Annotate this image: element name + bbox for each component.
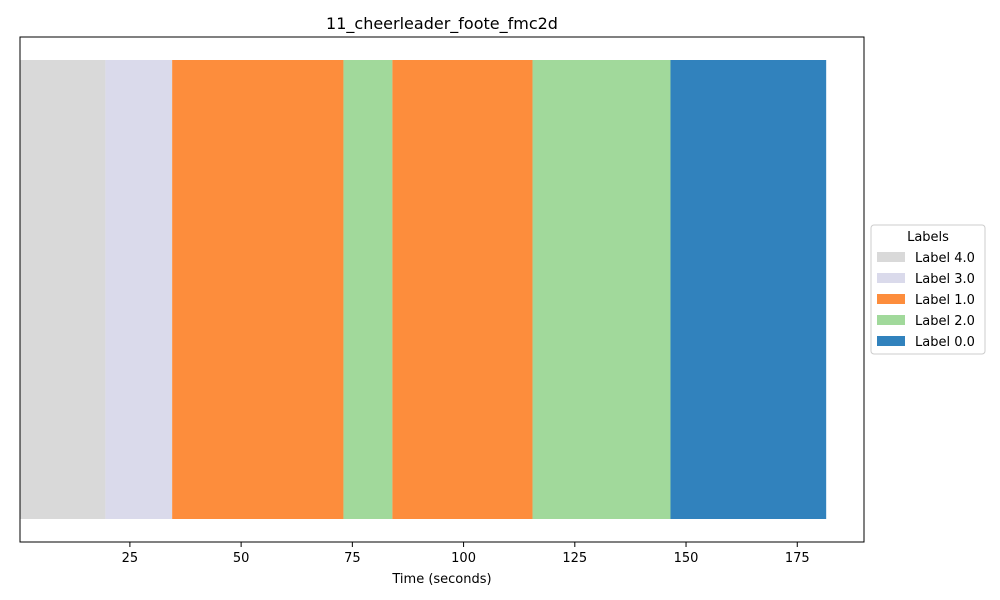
legend-swatch: [877, 294, 905, 304]
segment-bar-2: [172, 60, 344, 519]
segment-bar-1: [105, 60, 173, 519]
segment-bar-6: [670, 60, 827, 519]
legend-label: Label 4.0: [915, 251, 975, 266]
legend-title: Labels: [907, 230, 949, 245]
x-tick-label: 150: [674, 551, 699, 566]
x-tick-label: 175: [785, 551, 810, 566]
segment-bar-4: [392, 60, 533, 519]
x-tick-label: 75: [344, 551, 361, 566]
segment-bar-3: [343, 60, 393, 519]
x-tick-label: 25: [122, 551, 139, 566]
x-tick-label: 100: [451, 551, 476, 566]
legend-label: Label 0.0: [915, 335, 975, 350]
x-tick-label: 125: [562, 551, 587, 566]
legend-label: Label 3.0: [915, 272, 975, 287]
legend-swatch: [877, 336, 905, 346]
x-axis: 25 50 75 100 125 150 175: [122, 542, 810, 566]
legend-label: Label 2.0: [915, 314, 975, 329]
chart-title: 11_cheerleader_foote_fmc2d: [326, 14, 558, 34]
x-tick-label: 50: [233, 551, 250, 566]
legend-swatch: [877, 252, 905, 262]
segments-layer: [20, 60, 827, 519]
segment-bar-0: [20, 60, 106, 519]
plot-frame: [19, 36, 865, 543]
legend-label: Label 1.0: [915, 293, 975, 308]
legend: Labels Label 4.0 Label 3.0 Label 1.0 Label 2…: [870, 224, 986, 355]
segment-bar-5: [532, 60, 671, 519]
legend-swatch: [877, 315, 905, 325]
legend-swatch: [877, 273, 905, 283]
x-axis-label: Time (seconds): [391, 572, 491, 587]
